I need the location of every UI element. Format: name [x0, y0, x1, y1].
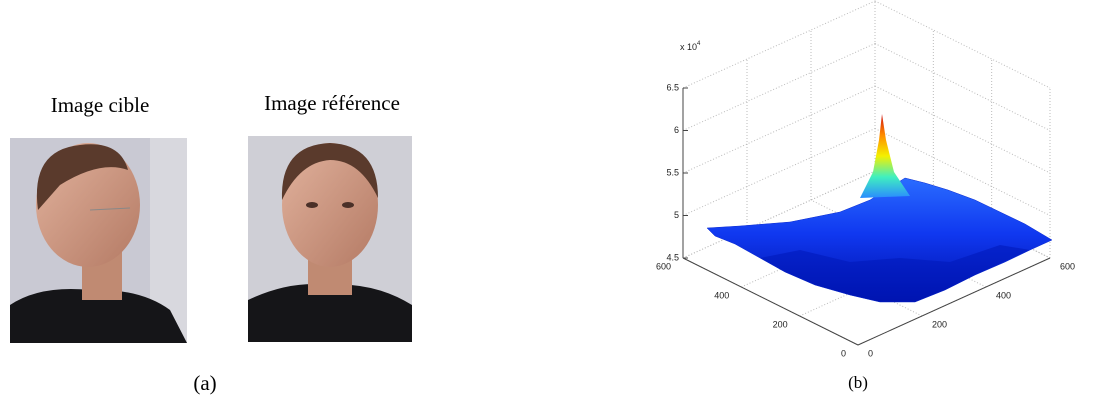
- panel-label: (a): [193, 371, 216, 395]
- panel-label: (b): [848, 373, 868, 392]
- surface-peak: [860, 114, 910, 198]
- x-tick-label: 0: [868, 348, 873, 358]
- grid-line: [683, 129, 875, 216]
- x-tick-label: 200: [932, 319, 947, 329]
- z-tick-label: 5.5: [666, 167, 679, 177]
- caption: Image cible: [51, 93, 150, 117]
- x-tick-label: 400: [996, 290, 1011, 300]
- y-tick-label: 600: [656, 261, 671, 271]
- z-multiplier: x 104: [680, 41, 701, 53]
- z-tick-label: 6: [674, 125, 679, 135]
- y-tick-label: 400: [714, 290, 729, 300]
- photo: [248, 136, 412, 342]
- grid-line: [875, 1, 1050, 88]
- photo: [10, 138, 187, 343]
- y-tick-label: 200: [773, 319, 788, 329]
- x-tick-label: 600: [1060, 261, 1075, 271]
- caption: Image référence: [264, 91, 400, 115]
- figure: Image cible Image référence (a) 4.555.56…: [0, 0, 1115, 406]
- z-multiplier-base: x 10: [680, 42, 697, 52]
- grid-line: [683, 44, 875, 131]
- z-tick-label: 5: [674, 210, 679, 220]
- y-tick-label: 0: [841, 348, 846, 358]
- grid-line: [875, 86, 1050, 173]
- grid-line: [683, 1, 875, 88]
- grid-line: [683, 86, 875, 173]
- z-multiplier-power: 4: [697, 41, 701, 47]
- z-tick-label: 6.5: [666, 82, 679, 92]
- grid-line: [875, 44, 1050, 131]
